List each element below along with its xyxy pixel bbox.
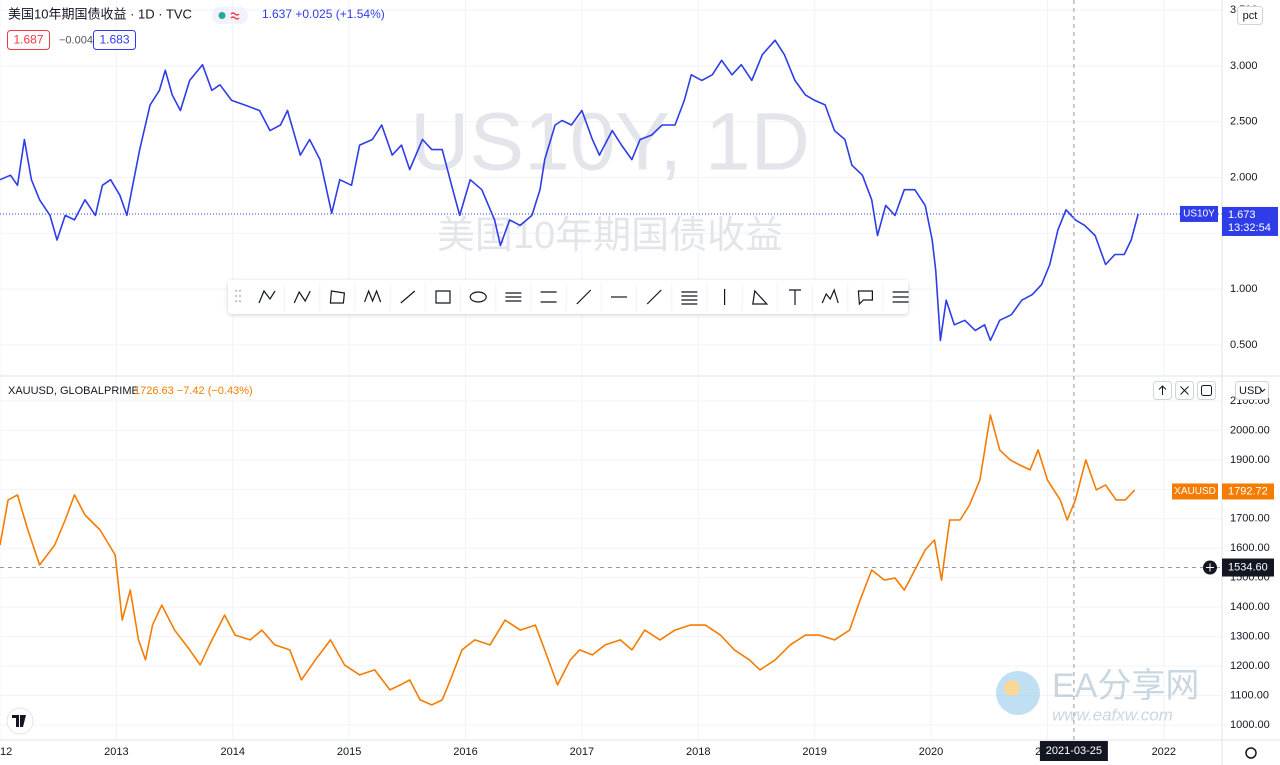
grip-dot xyxy=(235,300,237,302)
market-open-dot xyxy=(218,12,226,19)
symbol-watermark: US10Y, 1D xyxy=(410,97,810,188)
logo-mark xyxy=(12,715,26,727)
y-tick-label: 3.000 xyxy=(1230,60,1258,72)
currency-label: USD xyxy=(1239,385,1262,397)
crosshair-price: 1534.60 xyxy=(1228,561,1268,573)
price-tag-value: 1792.72 xyxy=(1228,485,1268,497)
tool-icon[interactable] xyxy=(329,290,346,304)
quote: 1.637 +0.025 (+1.54%) xyxy=(262,7,385,21)
ask: 1.683 xyxy=(99,33,129,47)
series-tag xyxy=(1180,205,1218,222)
crosshair-date-tag xyxy=(1039,741,1108,761)
grip-dot xyxy=(239,290,241,292)
price-tag xyxy=(1222,206,1278,236)
x-tick-label: 2012 xyxy=(0,746,12,758)
price-tag xyxy=(1222,483,1274,500)
tool-icon[interactable] xyxy=(646,289,662,305)
y-tick-label: 2000.00 xyxy=(1230,424,1270,436)
lower-quote: 1726.63 −7.42 (−0.43%) xyxy=(134,385,253,397)
settings-icon[interactable] xyxy=(1245,747,1257,759)
site-watermark: EA分享网 www.eafxw.com xyxy=(996,667,1199,724)
y-tick-label: 1900.00 xyxy=(1230,454,1270,466)
x-tick-label: 2015 xyxy=(337,746,361,758)
up-icon xyxy=(1158,385,1167,395)
y-tick-label: 2.500 xyxy=(1230,116,1258,128)
tool-icon[interactable] xyxy=(789,289,801,305)
tool-icon[interactable] xyxy=(469,291,487,303)
unit-label: pct xyxy=(1243,10,1258,22)
tool-icon[interactable] xyxy=(752,289,769,305)
grip-dot xyxy=(235,295,237,297)
bid-box[interactable] xyxy=(7,30,50,50)
lower-symbol-title: XAUUSD, GLOBALPRIME xyxy=(8,385,139,397)
y-tick-label: 0.500 xyxy=(1230,339,1258,351)
tool-icon[interactable] xyxy=(505,292,522,302)
site-url: www.eafxw.com xyxy=(1052,705,1173,724)
x-tick-label: 2022 xyxy=(1152,746,1176,758)
name-watermark: 美国10年期国债收益 xyxy=(437,215,783,257)
x-tick-label: 2019 xyxy=(802,746,826,758)
drawing-toolbar xyxy=(228,280,909,314)
x-tick-label: 2013 xyxy=(104,746,128,758)
y-tick-label: 1600.00 xyxy=(1230,542,1270,554)
unit-button[interactable] xyxy=(1237,6,1263,25)
x-tick-label: 2014 xyxy=(221,746,245,758)
countdown: 13:32:54 xyxy=(1228,222,1271,234)
tv-logo xyxy=(6,707,34,735)
spread: −0.004 xyxy=(59,34,93,46)
price-tag-value: 1.673 xyxy=(1228,209,1256,221)
crosshair-date: 2021-03-25 xyxy=(1046,745,1102,757)
delay-icon xyxy=(230,12,240,20)
grip-dot xyxy=(235,290,237,292)
tool-icon[interactable] xyxy=(576,289,592,305)
x-tick-label: 2016 xyxy=(453,746,477,758)
maximize-button[interactable] xyxy=(1197,381,1216,400)
tool-icon[interactable] xyxy=(540,291,557,303)
tool-icon[interactable] xyxy=(681,291,698,305)
tool-icon[interactable] xyxy=(293,290,311,304)
tool-icon[interactable] xyxy=(400,290,416,304)
maximize-icon xyxy=(1201,385,1212,396)
symbol-title: 美国10年期国债收益 · 1D · TVC xyxy=(8,6,192,21)
y-tick-label: 1700.00 xyxy=(1230,513,1270,525)
tool-icon[interactable] xyxy=(892,291,909,303)
status-badge xyxy=(212,7,248,24)
x-tick-label: 2017 xyxy=(570,746,594,758)
grip-dot xyxy=(239,295,241,297)
y-tick-label: 1.000 xyxy=(1230,283,1258,295)
close-icon xyxy=(1180,386,1189,395)
y-tick-label: 1200.00 xyxy=(1230,660,1270,672)
tool-icon[interactable] xyxy=(258,289,276,304)
bid: 1.687 xyxy=(13,33,43,47)
chevron xyxy=(1259,388,1266,393)
series-tag xyxy=(1172,483,1218,500)
series-tag-label: XAUUSD xyxy=(1174,486,1216,497)
x-tick-label: 2020 xyxy=(919,746,943,758)
y-tick-label: 1000.00 xyxy=(1230,719,1270,731)
site-logo-dot xyxy=(1004,680,1020,696)
tool-icon[interactable] xyxy=(821,288,839,304)
series-line xyxy=(0,39,1139,342)
currency-button[interactable] xyxy=(1235,381,1269,400)
plot-layer xyxy=(0,39,1222,706)
y-tick-label: 1400.00 xyxy=(1230,601,1270,613)
tool-icon[interactable] xyxy=(435,290,451,304)
series-tag-label: US10Y xyxy=(1183,209,1215,220)
ask-box[interactable] xyxy=(93,30,136,50)
plus-icon xyxy=(1206,563,1214,572)
x-tick-label: 2018 xyxy=(686,746,710,758)
tool-icon[interactable] xyxy=(857,290,874,306)
site-name: EA分享网 xyxy=(1052,667,1199,705)
y-tick-label: 1300.00 xyxy=(1230,631,1270,643)
y-tick-label: 1100.00 xyxy=(1230,689,1269,701)
tool-icon[interactable] xyxy=(364,289,382,303)
series-line xyxy=(0,414,1136,706)
pane-buttons: USD xyxy=(1153,381,1269,400)
y-tick-label: 2.000 xyxy=(1230,171,1258,183)
crosshair-price-tag xyxy=(1222,558,1274,577)
toolbar-panel xyxy=(228,280,908,314)
grip-dot xyxy=(239,300,241,302)
